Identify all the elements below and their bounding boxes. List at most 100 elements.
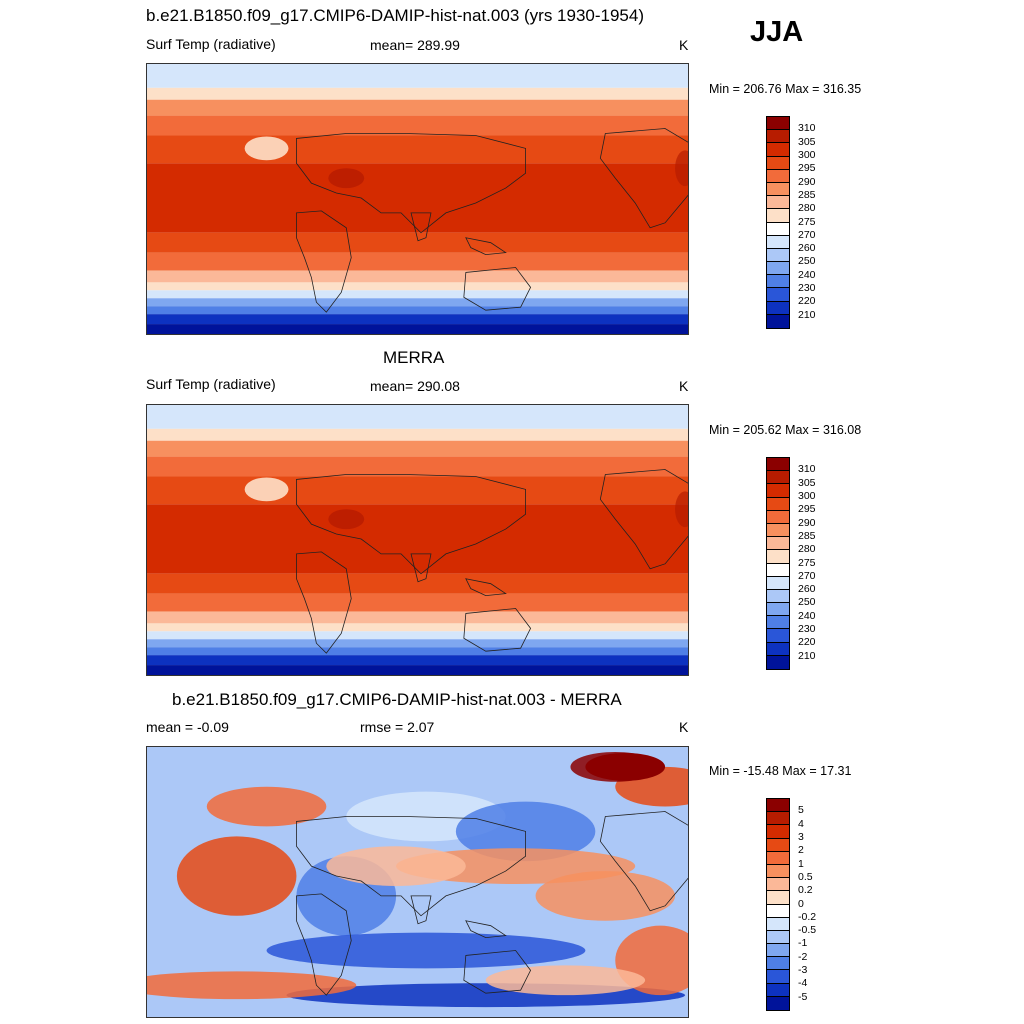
colorbar-swatch	[767, 878, 789, 892]
colorbar-tick-label: 250	[798, 596, 816, 609]
colorbar-swatch	[767, 996, 789, 1010]
colorbar-swatch	[767, 143, 789, 157]
panel2-mean-label: mean= 290.08	[370, 378, 460, 394]
colorbar-swatch	[767, 655, 789, 669]
colorbar-tick-label: 0.5	[798, 870, 813, 883]
panel3-title: b.e21.B1850.f09_g17.CMIP6-DAMIP-hist-nat…	[172, 690, 622, 709]
colorbar-tick-label: 275	[798, 215, 816, 228]
colorbar-swatch	[767, 812, 789, 826]
colorbar-tick-label: 300	[798, 148, 816, 161]
colorbar-swatch	[767, 458, 789, 472]
panel1-variable-label: Surf Temp (radiative)	[146, 36, 276, 52]
colorbar-tick-label: 270	[798, 569, 816, 582]
colorbar-swatch	[767, 799, 789, 813]
season-label: JJA	[750, 16, 804, 48]
panel2-map-graphic	[147, 405, 688, 675]
colorbar-swatch	[767, 970, 789, 984]
colorbar-tick-label: 310	[798, 122, 816, 135]
panel3-minmax-label: Min = -15.48 Max = 17.31	[709, 764, 852, 778]
colorbar-tick-label: 230	[798, 623, 816, 636]
colorbar-tick-label: 305	[798, 476, 816, 489]
panel2-units-label: K	[679, 378, 689, 394]
colorbar-swatch	[767, 576, 789, 590]
colorbar-swatch	[767, 156, 789, 170]
colorbar-swatch	[767, 182, 789, 197]
colorbar-tick-label: 260	[798, 242, 816, 255]
colorbar-swatch	[767, 117, 789, 131]
panel2-minmax-label: Min = 205.62 Max = 316.08	[709, 423, 862, 437]
colorbar-swatch	[767, 904, 789, 918]
colorbar-tick-label: 295	[798, 162, 816, 175]
colorbar-swatch	[767, 983, 789, 997]
colorbar-tick-label: -0.5	[798, 924, 817, 937]
colorbar-tick-label: 290	[798, 516, 816, 529]
colorbar-swatch	[767, 209, 789, 223]
panel1-minmax-label: Min = 206.76 Max = 316.35	[709, 82, 862, 96]
colorbar-tick-label: 230	[798, 282, 816, 295]
panel3-map	[146, 746, 689, 1018]
colorbar-swatch	[767, 471, 789, 485]
colorbar-swatch	[767, 288, 789, 302]
colorbar-tick-label: 295	[798, 503, 816, 516]
colorbar-tick-label: 220	[798, 295, 816, 308]
colorbar-tick-label: 2	[798, 844, 804, 857]
colorbar-swatch	[767, 563, 789, 577]
panel1-map-graphic	[147, 64, 688, 334]
colorbar-swatch	[767, 629, 789, 643]
colorbar-tick-label: 260	[798, 583, 816, 596]
panel1-units-label: K	[679, 37, 689, 53]
colorbar-tick-label: 240	[798, 609, 816, 622]
colorbar-tick-label: 270	[798, 228, 816, 241]
colorbar-tick-label: 5	[798, 804, 804, 817]
colorbar-swatch	[767, 851, 789, 865]
colorbar-swatch	[767, 484, 789, 498]
colorbar-tick-label: 4	[798, 817, 804, 830]
colorbar-swatch	[767, 537, 789, 551]
panel2-map	[146, 404, 689, 676]
colorbar-tick-label: 0.2	[798, 884, 813, 897]
colorbar-tick-label: 210	[798, 649, 816, 662]
colorbar-swatch	[767, 825, 789, 839]
colorbar-swatch	[767, 550, 789, 564]
colorbar-tick-label: -2	[798, 950, 808, 963]
colorbar-tick-label: 210	[798, 308, 816, 321]
colorbar-tick-label: 305	[798, 135, 816, 148]
colorbar-tick-label: -4	[798, 977, 808, 990]
panel3-rmse-label: rmse = 2.07	[360, 719, 435, 735]
colorbar-swatch	[767, 864, 789, 879]
colorbar-tick-label: -5	[798, 990, 808, 1003]
colorbar-tick-label: 275	[798, 556, 816, 569]
colorbar-swatch	[767, 262, 789, 276]
panel1-title: b.e21.B1850.f09_g17.CMIP6-DAMIP-hist-nat…	[146, 6, 644, 25]
colorbar-tick-label: -1	[798, 937, 808, 950]
colorbar-swatch	[767, 891, 789, 905]
colorbar-swatch	[767, 130, 789, 144]
colorbar-tick-label: 285	[798, 529, 816, 542]
colorbar-tick-label: 310	[798, 463, 816, 476]
panel3-mean-label: mean = -0.09	[146, 719, 229, 735]
panel2-variable-label: Surf Temp (radiative)	[146, 376, 276, 392]
panel1-map	[146, 63, 689, 335]
panel3-units-label: K	[679, 719, 689, 735]
colorbar-swatch	[767, 616, 789, 630]
colorbar-swatch	[767, 589, 789, 604]
colorbar-tick-label: 3	[798, 830, 804, 843]
colorbar-swatch	[767, 196, 789, 210]
colorbar-tick-label: -0.2	[798, 910, 817, 923]
colorbar-swatch	[767, 301, 789, 315]
colorbar-swatch	[767, 235, 789, 249]
colorbar-swatch	[767, 222, 789, 236]
colorbar-swatch	[767, 838, 789, 852]
colorbar-swatch	[767, 523, 789, 538]
colorbar-tick-label: 290	[798, 175, 816, 188]
colorbar-tick-label: 300	[798, 489, 816, 502]
colorbar-swatch	[767, 917, 789, 931]
panel2-colorbar	[766, 457, 790, 670]
colorbar-tick-label: 285	[798, 188, 816, 201]
colorbar-swatch	[767, 275, 789, 289]
colorbar-swatch	[767, 248, 789, 263]
panel3-map-graphic	[147, 747, 688, 1017]
colorbar-tick-label: 240	[798, 268, 816, 281]
colorbar-swatch	[767, 497, 789, 511]
colorbar-swatch	[767, 642, 789, 656]
